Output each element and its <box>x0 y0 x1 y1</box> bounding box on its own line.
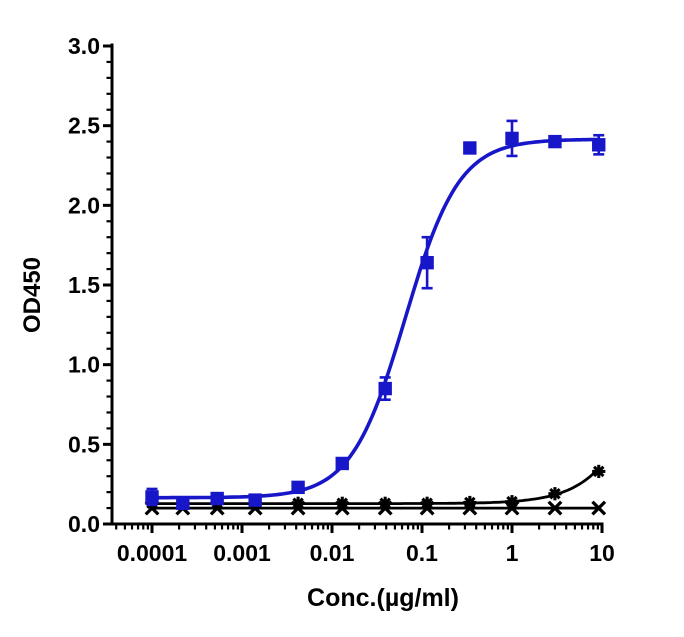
y-tick-label: 0.5 <box>68 431 100 457</box>
blue-filled-squares-marker <box>378 381 392 396</box>
blue-filled-squares-marker <box>210 491 224 506</box>
blue-filled-squares-marker <box>592 138 606 152</box>
blue-filled-squares-marker <box>248 493 262 507</box>
x-tick-label: 0.0001 <box>117 540 188 566</box>
y-tick-label: 3.0 <box>68 33 100 59</box>
y-tick-label: 0.0 <box>68 511 100 537</box>
blue-filled-squares-marker <box>291 480 305 495</box>
black-stars-marker <box>464 496 476 509</box>
blue-filled-squares-marker <box>145 490 159 504</box>
black-stars-marker <box>421 497 433 510</box>
x-axis-title: Conc.(µg/ml) <box>307 584 459 612</box>
x-tick-label: 0.1 <box>406 540 438 566</box>
blue-filled-squares-marker <box>505 131 519 146</box>
blue-filled-squares-marker <box>176 496 190 510</box>
x-tick-label: 1 <box>506 540 519 566</box>
black-stars-marker <box>549 487 561 500</box>
black-stars-marker <box>592 465 605 478</box>
blue-filled-squares-marker <box>463 141 477 155</box>
black-stars-marker <box>506 495 518 508</box>
y-tick-label: 2.5 <box>68 113 100 139</box>
y-tick-label: 2.0 <box>68 192 100 218</box>
y-tick-label: 1.0 <box>68 352 100 378</box>
y-tick-label: 1.5 <box>68 272 100 298</box>
x-tick-label: 0.001 <box>213 540 271 566</box>
blue-filled-squares-marker <box>548 134 562 149</box>
black-stars-marker <box>336 497 349 510</box>
black-crosses-marker <box>547 500 563 516</box>
blue-filled-squares-fit-curve <box>150 137 601 500</box>
blue-filled-squares-marker <box>335 456 349 471</box>
y-axis-title: OD450 <box>19 257 46 333</box>
blue-filled-squares-marker <box>420 255 434 270</box>
black-crosses-marker <box>591 500 607 516</box>
black-stars-fit-curve <box>150 466 601 505</box>
plot-area: 0.0 0.5 1.0 1.5 2.0 2.5 3.0 0.0001 0.001 0.01 0.1 1… <box>68 33 615 566</box>
x-tick-label: 0.01 <box>310 540 355 566</box>
x-tick-label: 10 <box>589 540 615 566</box>
black-stars-marker <box>292 497 304 510</box>
black-stars-marker <box>379 497 391 510</box>
